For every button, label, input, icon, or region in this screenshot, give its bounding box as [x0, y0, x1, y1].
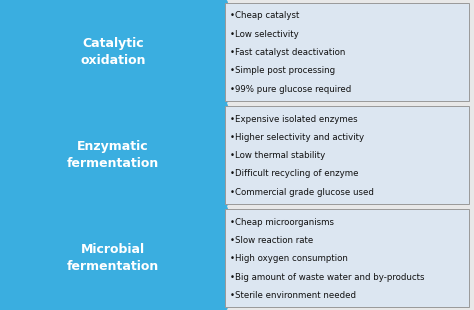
Text: •Low thermal stability: •Low thermal stability	[230, 151, 326, 160]
FancyBboxPatch shape	[225, 209, 469, 307]
Text: •High oxygen consumption: •High oxygen consumption	[230, 254, 348, 263]
Text: •99% pure glucose required: •99% pure glucose required	[230, 85, 352, 94]
Text: •Cheap microorganisms: •Cheap microorganisms	[230, 218, 334, 227]
FancyBboxPatch shape	[225, 3, 469, 101]
Text: Enzymatic
fermentation: Enzymatic fermentation	[67, 140, 159, 170]
Text: •Simple post processing: •Simple post processing	[230, 66, 336, 75]
Text: Microbial
fermentation: Microbial fermentation	[67, 243, 159, 273]
Text: •Commercial grade glucose used: •Commercial grade glucose used	[230, 188, 374, 197]
FancyBboxPatch shape	[225, 106, 469, 204]
Text: Catalytic
oxidation: Catalytic oxidation	[80, 37, 146, 67]
FancyBboxPatch shape	[0, 0, 228, 105]
Text: •Higher selectivity and activity: •Higher selectivity and activity	[230, 133, 365, 142]
Text: •Difficult recycling of enzyme: •Difficult recycling of enzyme	[230, 169, 359, 178]
FancyBboxPatch shape	[0, 205, 228, 310]
Text: •Expensive isolated enzymes: •Expensive isolated enzymes	[230, 115, 358, 124]
Text: •Slow reaction rate: •Slow reaction rate	[230, 236, 314, 245]
Text: •Low selectivity: •Low selectivity	[230, 30, 299, 39]
Text: •Sterile environment needed: •Sterile environment needed	[230, 291, 356, 300]
Text: •Big amount of waste water and by-products: •Big amount of waste water and by-produc…	[230, 272, 425, 281]
FancyBboxPatch shape	[0, 102, 228, 208]
Text: •Cheap catalyst: •Cheap catalyst	[230, 11, 300, 20]
Text: •Fast catalyst deactivation: •Fast catalyst deactivation	[230, 48, 346, 57]
